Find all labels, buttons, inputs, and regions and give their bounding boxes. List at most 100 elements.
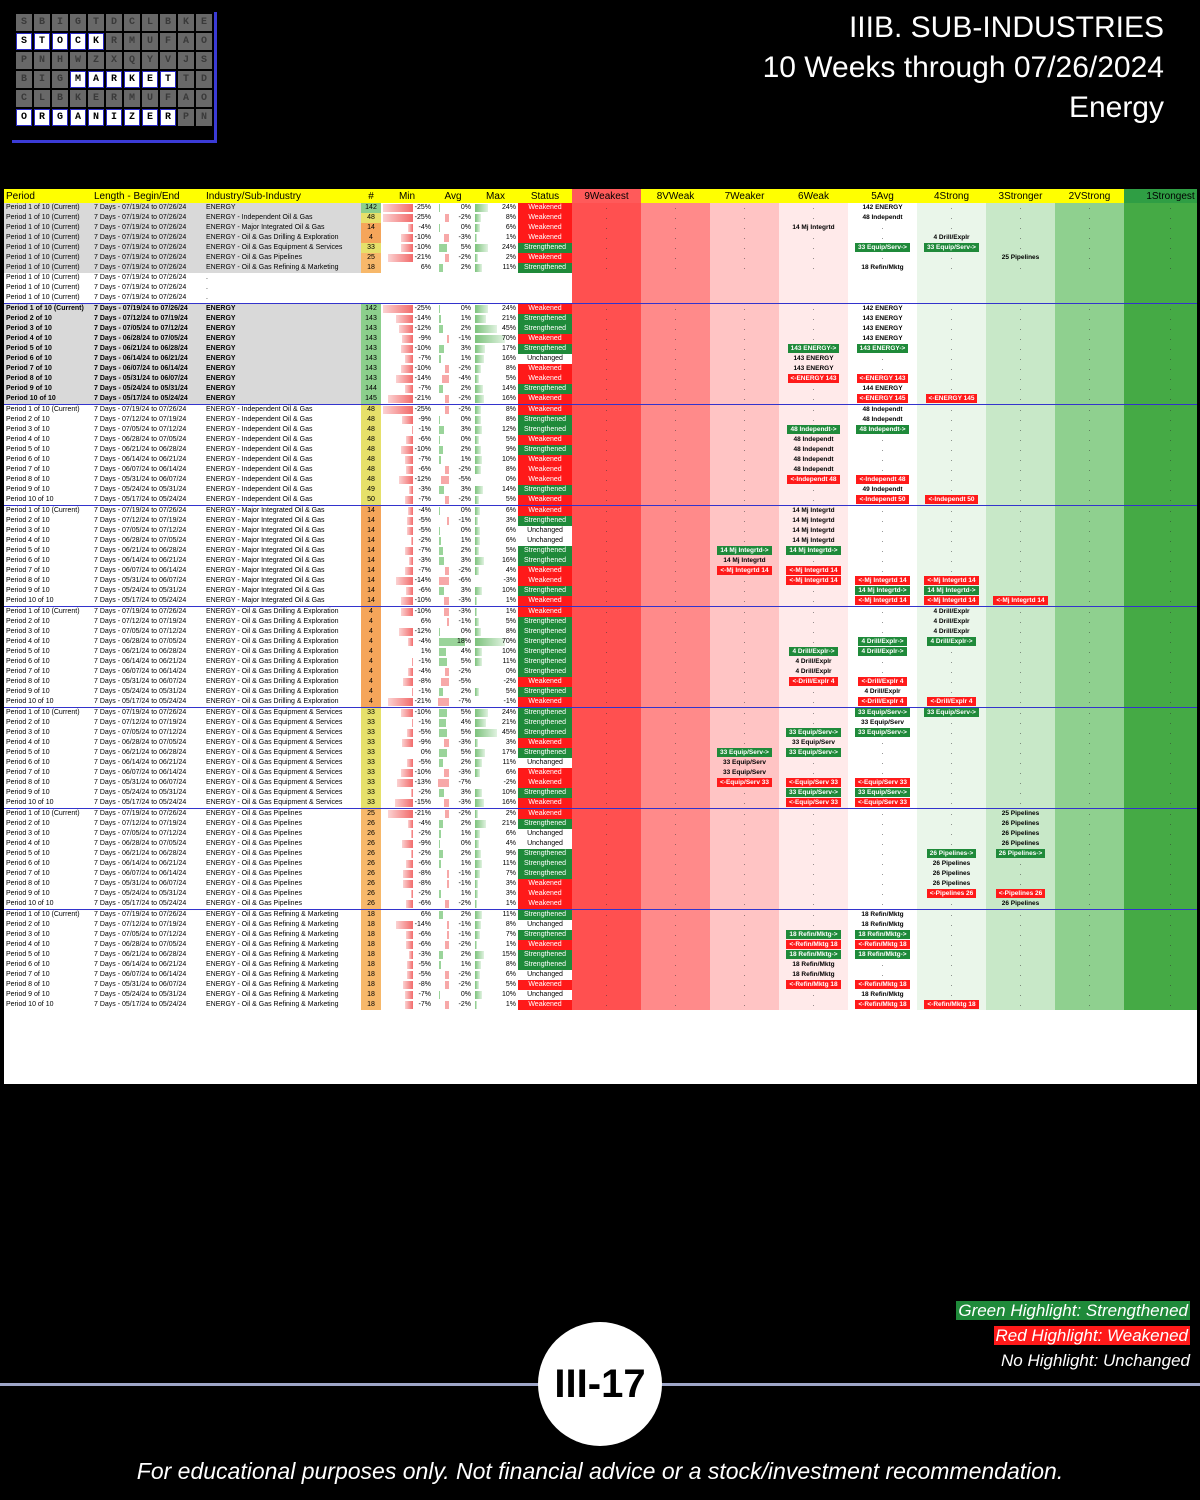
logo-cell: Y (142, 52, 158, 69)
zone-cell (641, 273, 710, 283)
max-value: 8% (505, 961, 516, 968)
zone-dot: . (881, 557, 884, 564)
zone-dot: . (1019, 729, 1022, 736)
min-value: -6% (418, 587, 431, 594)
zone-cell: . (1124, 445, 1197, 455)
zone-cell: . (1124, 556, 1197, 566)
zone-dot: . (674, 840, 677, 847)
length-cell: 7 Days - 07/05/24 to 07/12/24 (94, 426, 187, 433)
legend-strengthened: Green Highlight: Strengthened (956, 1301, 1190, 1320)
logo-cell: J (178, 52, 194, 69)
zone-dot: . (812, 911, 815, 918)
zone-dot: . (743, 587, 746, 594)
zone-dot: . (743, 264, 746, 271)
zone-cell: . (641, 445, 710, 455)
max-cell: 16% (473, 798, 518, 809)
zone-dot: . (881, 507, 884, 514)
avg-value: -1% (458, 335, 471, 342)
avg-bar (438, 719, 446, 727)
period-cell: Period 3 of 10 (6, 527, 50, 534)
table-row: Period 2 of 10 7 Days - 07/12/24 to 07/19… (4, 314, 1197, 324)
period-cell: Period 10 of 10 (6, 496, 54, 503)
table-row: Period 8 of 10 7 Days - 05/31/24 to 06/07… (4, 778, 1197, 788)
zone-dot: . (881, 749, 884, 756)
zone-dot: . (1088, 527, 1091, 534)
max-value: 8% (505, 406, 516, 413)
zone-dot: . (1169, 486, 1172, 493)
zone-dot: . (1169, 749, 1172, 756)
zone-cell: . (710, 334, 779, 344)
zone-cell: 18 Refin/Mktg (848, 263, 917, 273)
zone-dot: . (950, 254, 953, 261)
zone-dot: . (950, 486, 953, 493)
min-value: -9% (418, 335, 431, 342)
zone-cell: . (986, 909, 1055, 920)
length-cell: 7 Days - 05/17/24 to 05/24/24 (94, 698, 187, 705)
zone-dot: . (881, 234, 884, 241)
status-cell: Strengthened (518, 637, 572, 647)
min-bar (411, 426, 413, 434)
status-cell: Unchanged (518, 990, 572, 1000)
zone-dot: . (743, 507, 746, 514)
logo-cell: Z (88, 52, 104, 69)
zone-cell: 18 Refin/Mktg (848, 920, 917, 930)
zone-label: <-Mj Integrtd 14 (786, 576, 841, 585)
zone-cell: . (986, 950, 1055, 960)
industry-cell: ENERGY - Oil & Gas Equipment & Services (206, 769, 343, 776)
zone-dot: . (1088, 850, 1091, 857)
zone-cell: . (710, 505, 779, 516)
zone-cell: . (641, 606, 710, 617)
period-cell: Period 8 of 10 (6, 577, 50, 584)
zone-cell: . (917, 324, 986, 334)
max-bar (475, 971, 480, 979)
industry-cell: ENERGY (204, 364, 361, 374)
zone-cell: 48 Independt (848, 415, 917, 425)
zone-label: 33 Equip/Serv-> (924, 708, 979, 717)
zone-cell: . (848, 223, 917, 233)
status-cell: Strengthened (518, 586, 572, 596)
zone-label: 4 Drill/Explr (933, 618, 970, 625)
zone-dot: . (950, 971, 953, 978)
max-bar (475, 446, 482, 454)
zone-label: 18 Refin/Mktg (792, 971, 835, 978)
zone-cell: . (848, 455, 917, 465)
period-cell: Period 9 of 10 (6, 789, 50, 796)
zone-cell: . (572, 374, 641, 384)
zone-dot: . (674, 466, 677, 473)
zone-dot: . (1088, 264, 1091, 271)
disclaimer: For educational purposes only. Not finan… (136, 1458, 1064, 1484)
zone-cell: . (1055, 394, 1124, 405)
zone-cell: 26 Pipelines (917, 869, 986, 879)
zone-dot: . (743, 517, 746, 524)
min-cell: -5% (381, 960, 433, 970)
max-cell: 5% (473, 980, 518, 990)
zone-dot: . (950, 214, 953, 221)
status-cell: Weakened (518, 980, 572, 990)
period-cell: Period 5 of 10 (6, 648, 50, 655)
count-cell (361, 283, 381, 293)
length-cell: 7 Days - 06/07/24 to 06/14/24 (94, 466, 187, 473)
zone-cell: . (917, 334, 986, 344)
zone-dot: . (1169, 456, 1172, 463)
zone-cell: . (917, 909, 986, 920)
zone-cell: . (710, 475, 779, 485)
zone-cell: . (710, 526, 779, 536)
zone-cell: . (779, 1000, 848, 1010)
zone-dot: . (674, 749, 677, 756)
zone-dot: . (1088, 688, 1091, 695)
zone-cell: . (917, 536, 986, 546)
avg-value: -2% (458, 567, 471, 574)
zone-cell: . (1124, 485, 1197, 495)
zone-cell: . (848, 768, 917, 778)
length-cell: 7 Days - 07/19/24 to 07/26/24 (92, 273, 204, 283)
length-cell: 7 Days - 06/28/24 to 07/05/24 (94, 941, 187, 948)
length-cell: 7 Days - 07/05/24 to 07/12/24 (94, 628, 187, 635)
min-value: 1% (420, 648, 431, 655)
zone-cell: . (1055, 617, 1124, 627)
avg-cell: -3% (433, 596, 473, 607)
zone-label: 33 Equip/Serv (792, 739, 835, 746)
max-bar (475, 375, 480, 383)
min-bar (396, 315, 413, 323)
min-cell: -12% (381, 324, 433, 334)
zone-cell: . (1124, 899, 1197, 910)
